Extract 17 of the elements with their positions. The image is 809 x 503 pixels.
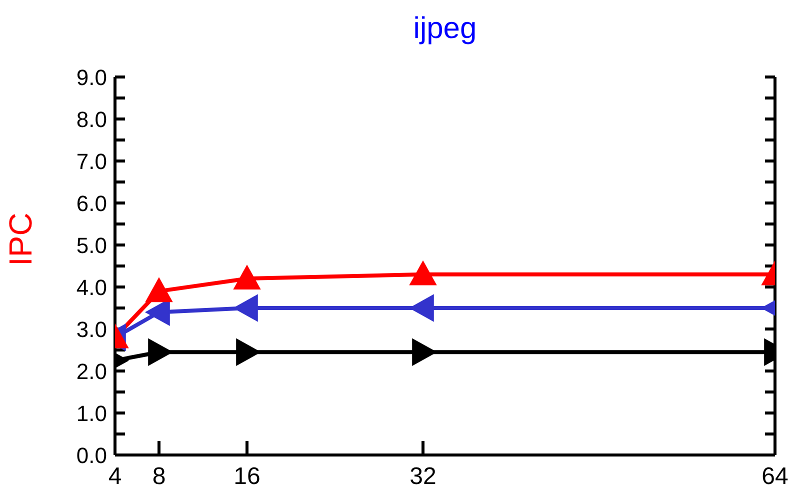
x-tick-label: 64 [762,463,788,490]
y-tick-label: 6.0 [76,190,107,216]
y-tick-label: 8.0 [76,106,107,132]
x-tick-label: 4 [108,463,122,490]
chart-title: ijpeg [412,12,478,46]
y-tick-label: 1.0 [76,400,107,426]
y-tick-label: 0.0 [76,442,107,468]
y-tick-label: 4.0 [76,274,107,300]
x-tick-label: 16 [234,463,260,490]
y-axis-title: IPC [2,212,38,266]
y-tick-label: 5.0 [76,232,107,258]
x-tick-label: 8 [152,463,166,490]
y-tick-label: 3.0 [76,316,107,342]
y-tick-label: 9.0 [76,64,107,90]
y-tick-label: 7.0 [76,148,107,174]
x-tick-label: 32 [410,463,436,490]
y-tick-label: 2.0 [76,358,107,384]
